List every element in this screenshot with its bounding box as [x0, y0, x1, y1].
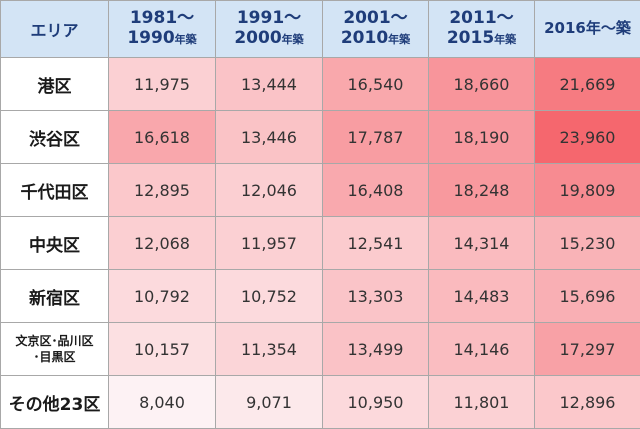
- heatmap-cell: 12,541: [323, 217, 429, 270]
- column-header-line2: 2000年築: [216, 29, 322, 49]
- heatmap-cell: 15,230: [535, 217, 640, 270]
- column-header-line2: 2015年築: [429, 29, 534, 49]
- heatmap-cell: 13,446: [216, 111, 323, 164]
- heatmap-cell: 23,960: [535, 111, 640, 164]
- column-header: 2016年～築: [535, 1, 640, 58]
- heatmap-cell: 14,146: [429, 323, 535, 376]
- row-label: 新宿区: [1, 270, 109, 323]
- row-label: その他23区: [1, 376, 109, 429]
- column-header-line1: 1981～: [109, 9, 215, 29]
- heatmap-cell: 13,499: [323, 323, 429, 376]
- column-header-suffix: 年築: [494, 33, 516, 46]
- heatmap-cell: 17,297: [535, 323, 640, 376]
- column-header-suffix: 年築: [175, 33, 197, 46]
- heatmap-cell: 16,540: [323, 58, 429, 111]
- heatmap-cell: 11,801: [429, 376, 535, 429]
- column-header-line1: 2001～: [323, 9, 428, 29]
- heatmap-cell: 11,354: [216, 323, 323, 376]
- heatmap-cell: 12,895: [109, 164, 216, 217]
- heatmap-cell: 14,483: [429, 270, 535, 323]
- heatmap-cell: 13,444: [216, 58, 323, 111]
- heatmap-cell: 12,068: [109, 217, 216, 270]
- heatmap-cell: 16,618: [109, 111, 216, 164]
- heatmap-cell: 11,975: [109, 58, 216, 111]
- heatmap-cell: 16,408: [323, 164, 429, 217]
- column-header: 2011～ 2015年築: [429, 1, 535, 58]
- column-header-suffix: 年築: [282, 33, 304, 46]
- column-header-line2: 2010年築: [323, 29, 428, 49]
- heatmap-cell: 11,957: [216, 217, 323, 270]
- corner-label: エリア: [1, 1, 109, 58]
- heatmap-cell: 10,792: [109, 270, 216, 323]
- row-label: 渋谷区: [1, 111, 109, 164]
- column-header-year: 2015: [447, 28, 494, 48]
- column-header-line2: 2016年～築: [535, 20, 640, 37]
- column-header: 1991～ 2000年築: [216, 1, 323, 58]
- row-label-line: ･目黒区: [1, 349, 108, 365]
- heatmap-cell: 14,314: [429, 217, 535, 270]
- column-header-year: 2000: [234, 28, 281, 48]
- heatmap-cell: 10,950: [323, 376, 429, 429]
- heatmap-cell: 12,896: [535, 376, 640, 429]
- row-label: 港区: [1, 58, 109, 111]
- row-label-line: 文京区･品川区: [1, 333, 108, 349]
- column-header-line2: 1990年築: [109, 29, 215, 49]
- column-header: 1981～ 1990年築: [109, 1, 216, 58]
- heatmap-cell: 15,696: [535, 270, 640, 323]
- heatmap-cell: 9,071: [216, 376, 323, 429]
- heatmap-cell: 18,248: [429, 164, 535, 217]
- heatmap-cell: 10,157: [109, 323, 216, 376]
- row-label: 千代田区: [1, 164, 109, 217]
- heatmap-cell: 18,190: [429, 111, 535, 164]
- heatmap-cell: 17,787: [323, 111, 429, 164]
- column-header-year: 2010: [341, 28, 388, 48]
- column-header-line1: 1991～: [216, 9, 322, 29]
- heatmap-cell: 21,669: [535, 58, 640, 111]
- heatmap-cell: 19,809: [535, 164, 640, 217]
- heatmap-cell: 10,752: [216, 270, 323, 323]
- header-row: エリア 1981～ 1990年築 1991～ 2000年築 2001～ 2010…: [1, 1, 640, 58]
- row-label: 文京区･品川区･目黒区: [1, 323, 109, 376]
- column-header-suffix: 年築: [388, 33, 410, 46]
- heatmap-cell: 13,303: [323, 270, 429, 323]
- column-header-year: 1990: [127, 28, 174, 48]
- heatmap-cell: 18,660: [429, 58, 535, 111]
- column-header: 2001～ 2010年築: [323, 1, 429, 58]
- column-header-line1: 2011～: [429, 9, 534, 29]
- row-label: 中央区: [1, 217, 109, 270]
- heatmap-cell: 8,040: [109, 376, 216, 429]
- heatmap-cell: 12,046: [216, 164, 323, 217]
